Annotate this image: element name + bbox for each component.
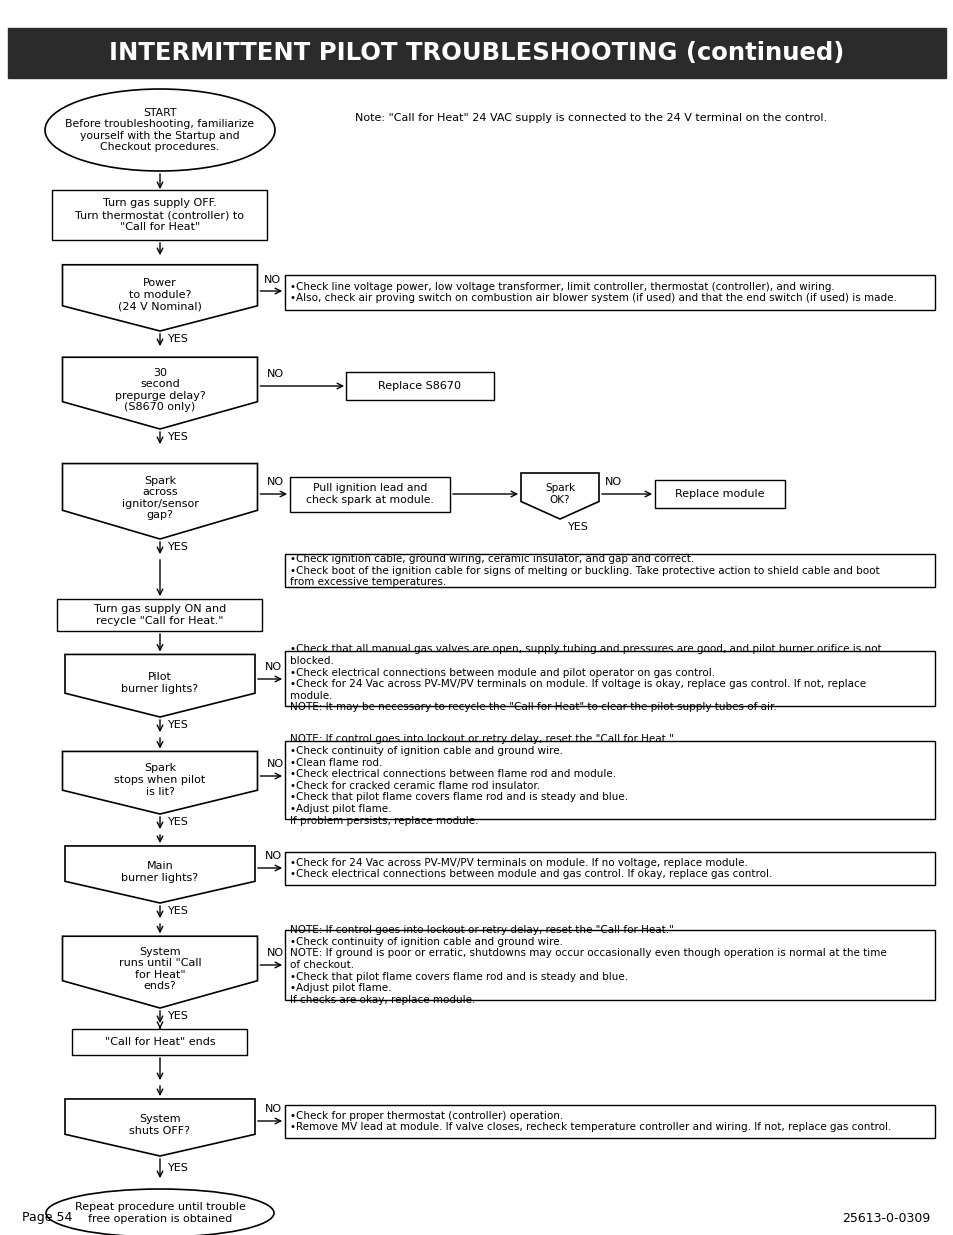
Text: Replace module: Replace module xyxy=(675,489,764,499)
Bar xyxy=(285,930,934,1000)
Text: YES: YES xyxy=(168,906,189,916)
Text: Replace S8670: Replace S8670 xyxy=(378,382,461,391)
Text: Pilot
burner lights?: Pilot burner lights? xyxy=(121,672,198,694)
Polygon shape xyxy=(65,655,254,718)
Text: Main
burner lights?: Main burner lights? xyxy=(121,861,198,883)
Text: NO: NO xyxy=(264,851,281,861)
Text: YES: YES xyxy=(168,1011,189,1021)
Text: NO: NO xyxy=(604,477,621,487)
Text: Spark
OK?: Spark OK? xyxy=(544,483,575,505)
Polygon shape xyxy=(520,473,598,519)
Text: •Check for 24 Vac across PV-MV/PV terminals on module. If no voltage, replace mo: •Check for 24 Vac across PV-MV/PV termin… xyxy=(290,857,772,879)
Bar xyxy=(285,555,934,587)
Polygon shape xyxy=(63,751,257,814)
Bar xyxy=(52,190,267,240)
Bar xyxy=(285,651,934,706)
Text: NO: NO xyxy=(264,275,281,285)
Text: Turn gas supply ON and
recycle "Call for Heat.": Turn gas supply ON and recycle "Call for… xyxy=(93,604,226,626)
Polygon shape xyxy=(63,936,257,1008)
Bar xyxy=(8,28,945,78)
Text: YES: YES xyxy=(168,1163,189,1173)
Text: NO: NO xyxy=(264,662,281,672)
Text: YES: YES xyxy=(168,818,189,827)
Text: 30
second
prepurge delay?
(S8670 only): 30 second prepurge delay? (S8670 only) xyxy=(114,368,205,412)
Polygon shape xyxy=(65,846,254,903)
Text: NO: NO xyxy=(267,760,284,769)
Text: Pull ignition lead and
check spark at module.: Pull ignition lead and check spark at mo… xyxy=(306,483,434,505)
Text: NO: NO xyxy=(264,1104,281,1114)
Bar xyxy=(57,599,262,631)
Ellipse shape xyxy=(45,89,274,170)
Text: Turn gas supply OFF.
Turn thermostat (controller) to
"Call for Heat": Turn gas supply OFF. Turn thermostat (co… xyxy=(75,199,244,232)
Text: 25613-0-0309: 25613-0-0309 xyxy=(841,1212,929,1224)
Text: •Check for proper thermostat (controller) operation.
•Remove MV lead at module. : •Check for proper thermostat (controller… xyxy=(290,1110,890,1132)
Polygon shape xyxy=(63,463,257,538)
Bar xyxy=(290,477,450,511)
Bar xyxy=(72,1029,247,1055)
Bar xyxy=(285,1105,934,1137)
Text: YES: YES xyxy=(168,542,189,552)
Polygon shape xyxy=(63,357,257,429)
Text: NO: NO xyxy=(267,948,284,958)
Text: Repeat procedure until trouble
free operation is obtained: Repeat procedure until trouble free oper… xyxy=(74,1202,245,1224)
Bar xyxy=(285,852,934,885)
Polygon shape xyxy=(63,264,257,331)
Ellipse shape xyxy=(46,1189,274,1235)
Text: INTERMITTENT PILOT TROUBLESHOOTING (continued): INTERMITTENT PILOT TROUBLESHOOTING (cont… xyxy=(110,41,843,65)
Text: Spark
across
ignitor/sensor
gap?: Spark across ignitor/sensor gap? xyxy=(121,475,198,520)
Text: YES: YES xyxy=(168,333,189,345)
Text: YES: YES xyxy=(168,432,189,442)
Bar xyxy=(285,275,934,310)
Text: "Call for Heat" ends: "Call for Heat" ends xyxy=(105,1037,215,1047)
Bar xyxy=(285,741,934,819)
Bar xyxy=(346,372,494,400)
Bar xyxy=(655,480,784,508)
Text: System
runs until "Call
for Heat"
ends?: System runs until "Call for Heat" ends? xyxy=(118,946,201,992)
Text: START
Before troubleshooting, familiarize
yourself with the Startup and
Checkout: START Before troubleshooting, familiariz… xyxy=(66,107,254,152)
Polygon shape xyxy=(65,1099,254,1156)
Text: •Check ignition cable, ground wiring, ceramic insulator, and gap and correct.
•C: •Check ignition cable, ground wiring, ce… xyxy=(290,555,879,587)
Text: Note: "Call for Heat" 24 VAC supply is connected to the 24 V terminal on the con: Note: "Call for Heat" 24 VAC supply is c… xyxy=(355,112,826,124)
Text: NOTE: If control goes into lockout or retry delay, reset the "Call for Heat."
•C: NOTE: If control goes into lockout or re… xyxy=(290,735,673,826)
Text: NO: NO xyxy=(267,477,284,487)
Text: •Check that all manual gas valves are open, supply tubing and pressures are good: •Check that all manual gas valves are op… xyxy=(290,645,881,713)
Text: Page 54: Page 54 xyxy=(22,1212,72,1224)
Text: YES: YES xyxy=(567,522,588,532)
Text: •Check line voltage power, low voltage transformer, limit controller, thermostat: •Check line voltage power, low voltage t… xyxy=(290,282,896,304)
Text: YES: YES xyxy=(168,720,189,730)
Text: Spark
stops when pilot
is lit?: Spark stops when pilot is lit? xyxy=(114,763,206,797)
Text: Power
to module?
(24 V Nominal): Power to module? (24 V Nominal) xyxy=(118,278,202,311)
Text: NOTE: If control goes into lockout or retry delay, reset the "Call for Heat."
•C: NOTE: If control goes into lockout or re… xyxy=(290,925,886,1005)
Text: System
shuts OFF?: System shuts OFF? xyxy=(130,1114,191,1136)
Text: NO: NO xyxy=(267,369,284,379)
